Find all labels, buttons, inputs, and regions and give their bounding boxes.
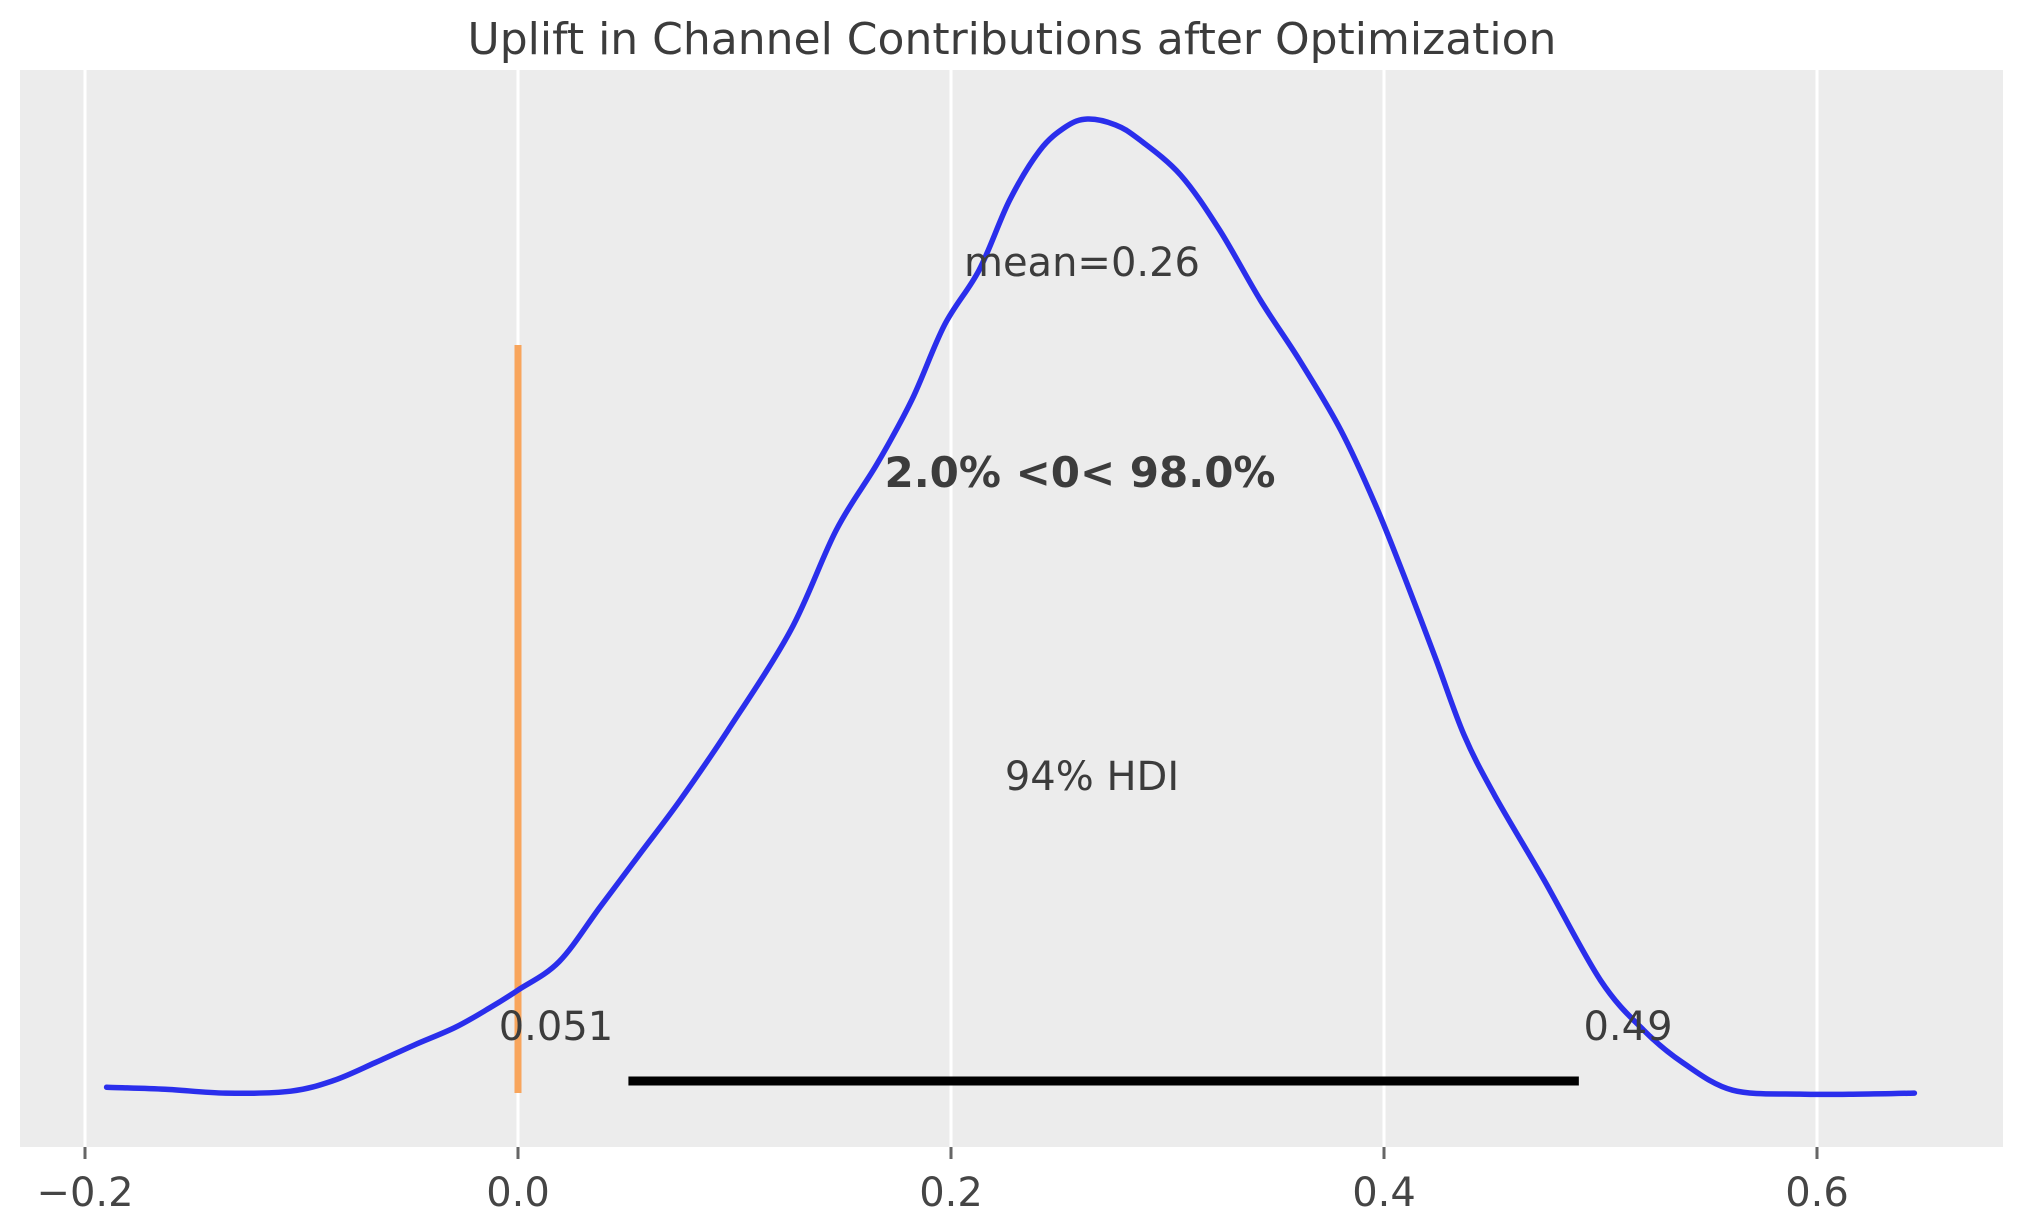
chart-title: Uplift in Channel Contributions after Op… — [468, 14, 1557, 65]
plot-background — [20, 70, 2003, 1147]
ref-value-probability-label: 2.0% <0< 98.0% — [884, 448, 1275, 497]
x-tick-label: 0.0 — [486, 1170, 550, 1216]
density-curve — [103, 116, 1918, 1098]
x-tick-label: −0.2 — [36, 1170, 133, 1216]
x-axis-ticks: −0.2 0.0 0.2 0.4 0.6 — [36, 1147, 1849, 1216]
x-tick-label: 0.4 — [1352, 1170, 1416, 1216]
hdi-probability-label: 94% HDI — [1005, 754, 1179, 800]
hdi-lower-label: 0.051 — [499, 1004, 614, 1050]
x-tick-label: 0.6 — [1785, 1170, 1849, 1216]
hdi-upper-label: 0.49 — [1583, 1004, 1672, 1050]
mean-label: mean=0.26 — [964, 240, 1200, 286]
x-tick-label: 0.2 — [919, 1170, 983, 1216]
